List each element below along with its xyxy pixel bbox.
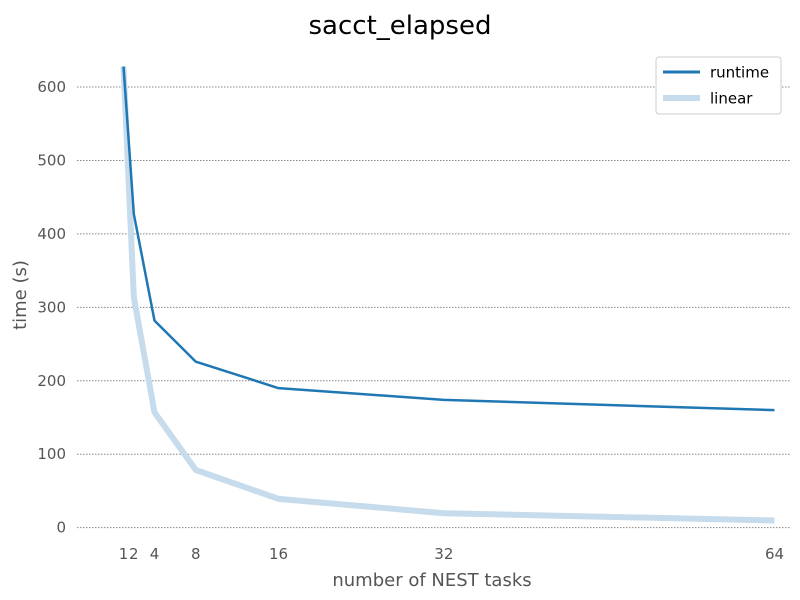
x-tick-label: 64 [765,545,784,563]
x-axis-ticks: 1 2 4 8 16 32 64 [119,545,784,563]
x-axis-label: number of NEST tasks [332,570,531,591]
x-tick-label: 32 [434,545,453,563]
chart-title: sacct_elapsed [309,11,492,41]
series-lines [120,66,775,524]
x-tick-label: 1 [119,545,129,563]
y-axis-ticks: 0 100 200 300 400 500 600 [37,78,66,537]
y-tick-label: 600 [37,78,66,96]
y-tick-label: 200 [37,372,66,390]
x-tick-label: 2 [129,545,139,563]
grid [77,86,790,529]
series-line-linear [120,66,775,524]
x-tick-label: 16 [269,545,288,563]
y-tick-label: 400 [37,225,66,243]
y-tick-label: 500 [37,151,66,169]
x-tick-label: 4 [150,545,160,563]
legend-label-linear: linear [710,90,753,108]
legend-label-runtime: runtime [710,64,769,82]
y-tick-label: 100 [37,445,66,463]
x-tick-label: 8 [191,545,201,563]
y-tick-label: 0 [56,519,66,537]
y-axis-label: time (s) [10,260,31,330]
y-tick-label: 300 [37,298,66,316]
legend: runtime linear [655,56,782,115]
series-line-runtime [122,66,775,412]
